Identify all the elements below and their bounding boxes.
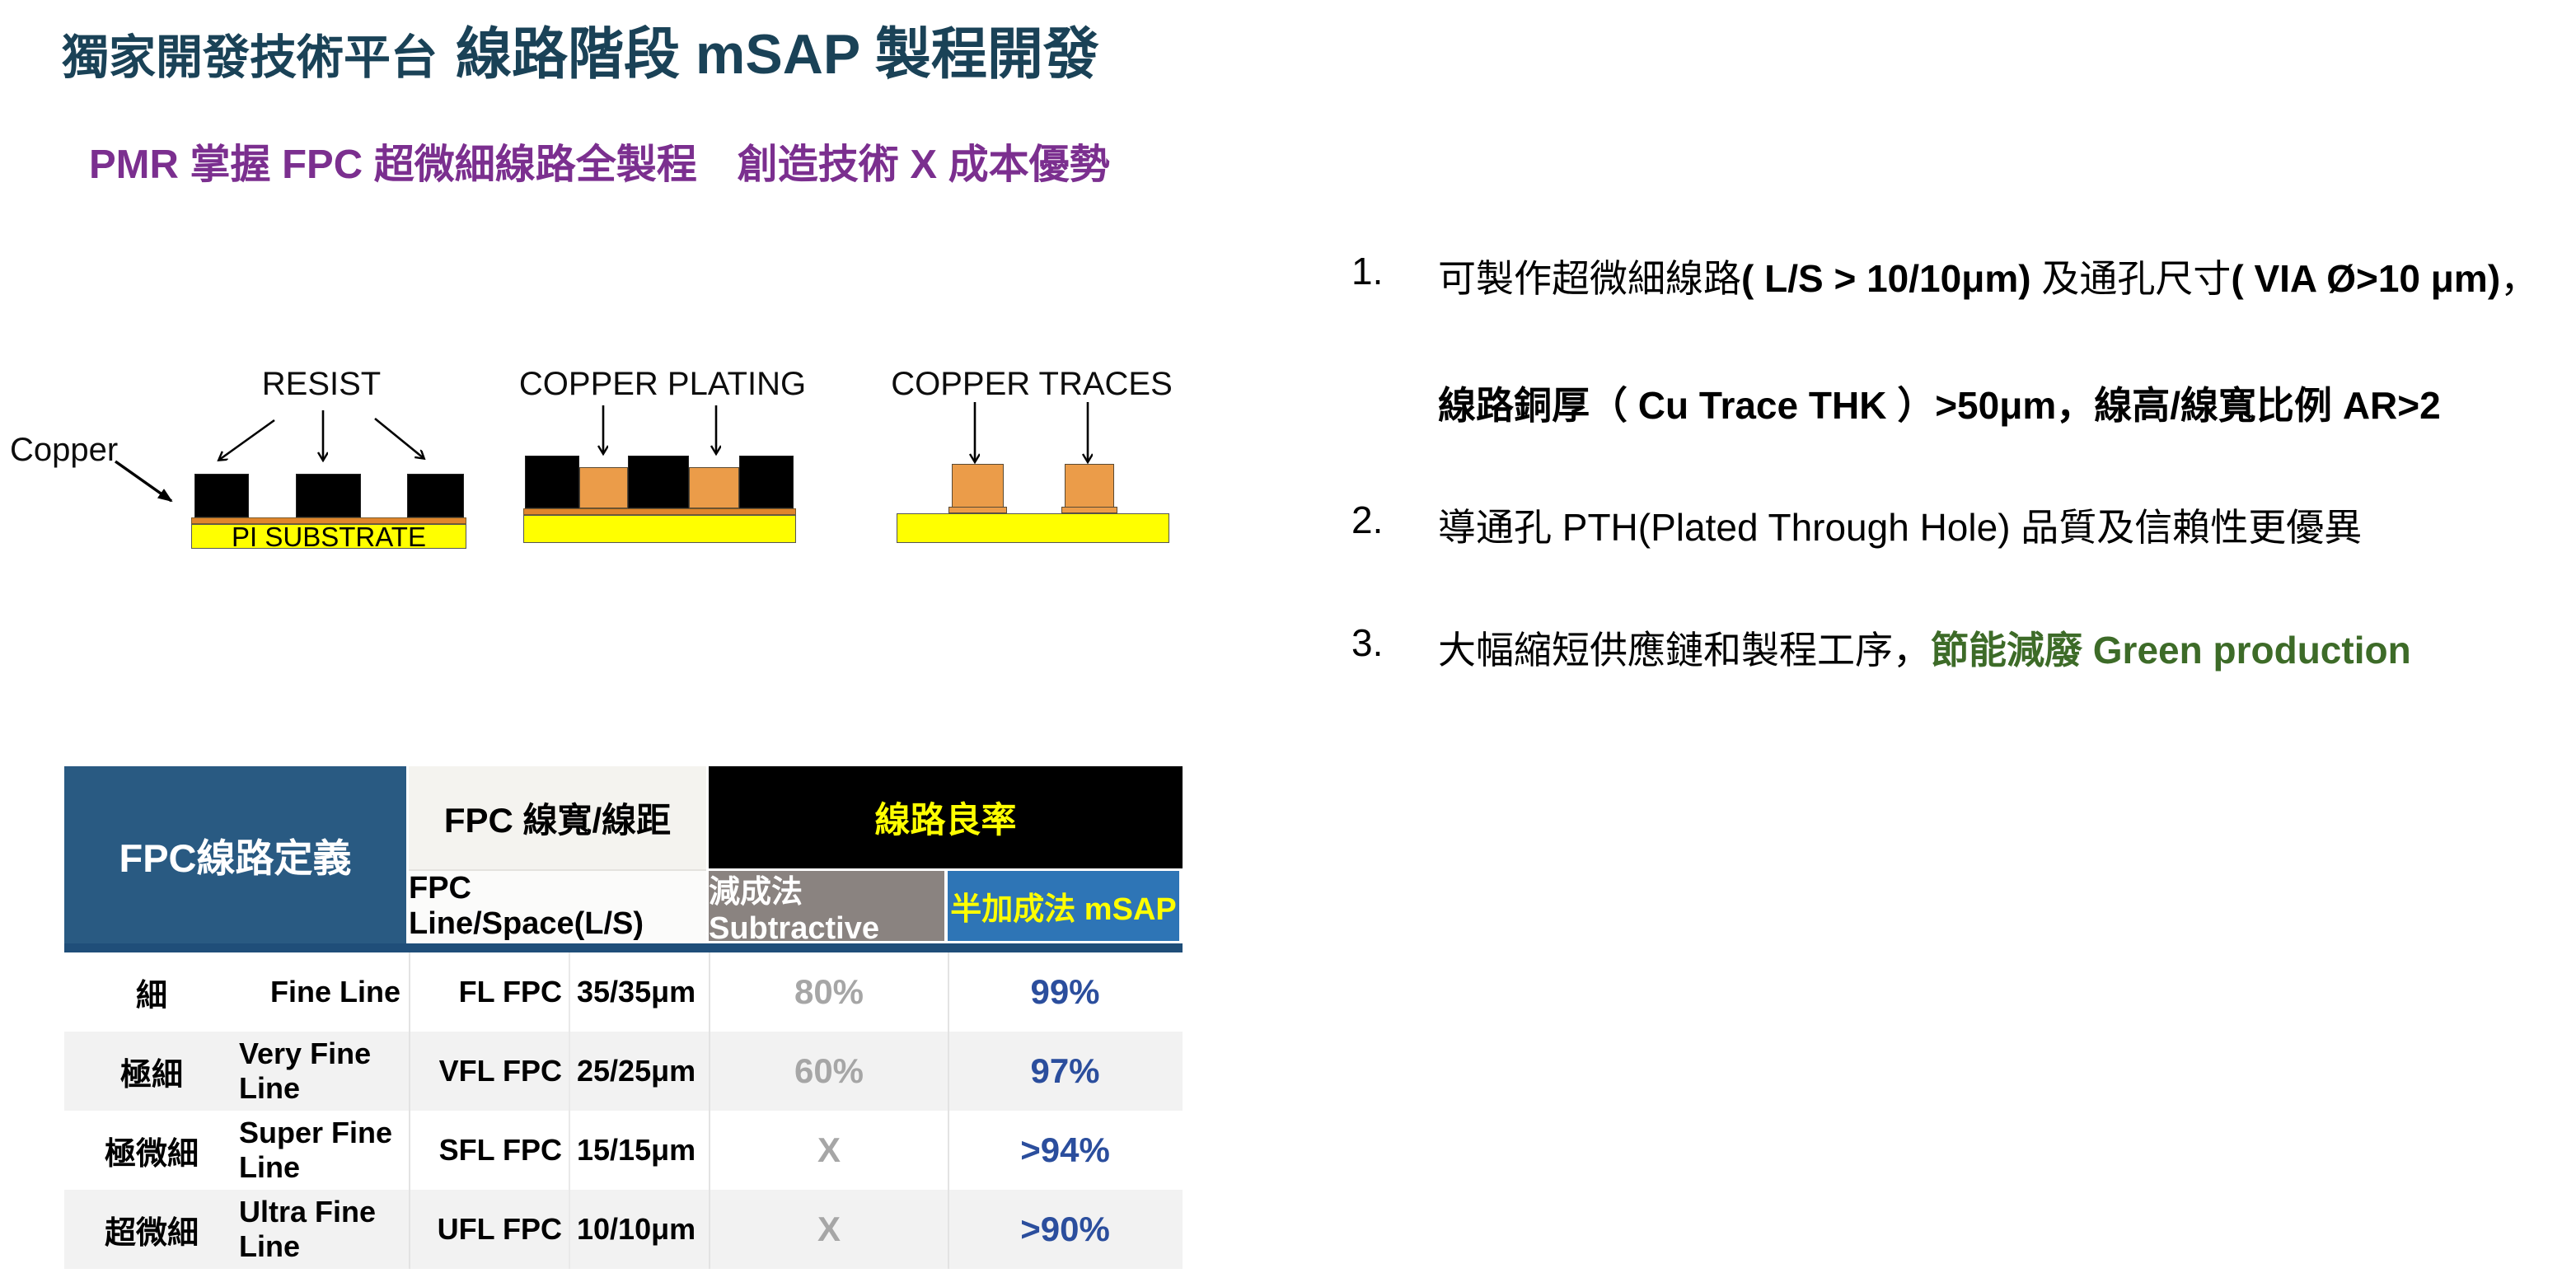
cell-line-type-zh: 極細 [119, 1057, 183, 1093]
cell-subtractive-yield: 60% [709, 1032, 948, 1111]
resist-arrow-left [219, 419, 275, 460]
cell-line-type-en: Very Fine Line [239, 1037, 372, 1105]
cell-line-type-en: Super Fine Line [239, 1116, 393, 1184]
cell-line-type-en: Ultra Fine Line [239, 1195, 377, 1263]
list-text: 大幅縮短供應鏈和製程工序， [1438, 629, 1931, 672]
list-text-bold: ( L/S > 10/10μm) [1741, 257, 2042, 300]
cell-line-type-en: Fine Line [269, 975, 400, 1009]
copper-trace [952, 464, 1004, 508]
cell-msap-yield: >90% [948, 1190, 1181, 1269]
cell-msap-yield: 97% [948, 1032, 1181, 1111]
copper-arrow [114, 460, 173, 503]
cell-fpc-code: VFL FPC [409, 1032, 569, 1111]
list-text: 可製作超微細線路 [1438, 257, 1741, 300]
list-text-bold: 線路銅厚（ Cu Trace THK ）>50μm，線高/線寬比例 AR>2 [1438, 384, 2441, 427]
cell-msap-yield: >94% [948, 1111, 1181, 1190]
copper-trace [1065, 464, 1114, 508]
resist-block [407, 474, 464, 517]
table-header: FPC線路定義 FPC 線寬/線距 FPC Line/Space(L/S) 線路… [64, 766, 1183, 946]
cell-line-type-zh: 極微細 [104, 1136, 199, 1172]
title-main: 線路階段 mSAP 製程開發 [456, 23, 1099, 86]
header-line-space-en: FPC Line/Space(L/S) [409, 871, 706, 942]
feature-list: 1. 可製作超微細線路( L/S > 10/10μm) 及通孔尺寸( VIA Ø… [1351, 222, 2576, 700]
title-prefix: 獨家開發技術平台 [62, 31, 438, 84]
copper-seed-layer [191, 517, 466, 524]
cell-subtractive-yield: X [709, 1190, 948, 1269]
header-line-space-zh: FPC 線寬/線距 [409, 766, 706, 871]
diagram-arrows [114, 402, 1203, 503]
table-row: 超微細 Ultra Fine Line UFL FPC 10/10μm X >9… [64, 1190, 1183, 1269]
resist-block [739, 456, 794, 508]
copper-plating-label: COPPER PLATING [518, 366, 807, 402]
resist-block [525, 456, 579, 508]
cell-line-space: 35/35μm [569, 952, 709, 1032]
list-item-1-line-1: 1. 可製作超微細線路( L/S > 10/10μm) 及通孔尺寸( VIA Ø… [1351, 249, 2538, 303]
cell-fpc-code: UFL FPC [409, 1190, 569, 1269]
cell-msap-yield: 99% [948, 952, 1181, 1032]
resist-block [194, 474, 249, 517]
cell-subtractive-yield: X [709, 1111, 948, 1190]
table-row: 極細 Very Fine Line VFL FPC 25/25μm 60% 97… [64, 1032, 1183, 1111]
list-number: 2. [1351, 498, 1384, 541]
list-item-2: 2. 導通孔 PTH(Plated Through Hole) 品質及信賴性更優… [1351, 498, 2362, 552]
table-body: 細 Fine Line FL FPC 35/35μm 80% 99% 極細 Ve… [64, 952, 1183, 1269]
header-line-space-column: FPC 線寬/線距 FPC Line/Space(L/S) [409, 766, 709, 943]
header-yield-column: 線路良率 減成法 Subtractive 半加成法 mSAP [709, 766, 1183, 946]
copper-label: Copper [10, 432, 119, 468]
list-text: 導通孔 PTH(Plated Through Hole) 品質及信賴性更優異 [1438, 506, 2363, 549]
plated-copper [689, 467, 739, 508]
cell-line-space: 10/10μm [569, 1190, 709, 1269]
header-yield-methods: 減成法 Subtractive 半加成法 mSAP [709, 871, 1183, 946]
header-msap: 半加成法 mSAP [948, 871, 1179, 941]
header-fpc-definition: FPC線路定義 [64, 766, 409, 943]
list-text-bold: ( VIA Ø>10 μm) [2231, 257, 2501, 300]
header-separator-bar [64, 943, 1183, 952]
header-yield-title: 線路良率 [709, 766, 1183, 871]
copper-trace-foot [948, 507, 1007, 513]
copper-seed-layer [523, 508, 796, 515]
cell-subtractive-yield: 80% [709, 952, 948, 1032]
pi-substrate-label: PI SUBSTRATE [232, 521, 426, 552]
cell-line-type-zh: 細 [135, 978, 167, 1013]
plated-copper [579, 467, 628, 508]
list-number: 3. [1351, 621, 1384, 664]
resist-label: RESIST [261, 366, 382, 402]
list-text: 及通孔尺寸 [2041, 257, 2232, 300]
cell-line-space: 25/25μm [569, 1032, 709, 1111]
subtitle: PMR 掌握 FPC 超微細線路全製程 創造技術 X 成本優勢 [89, 143, 1110, 187]
cell-line-space: 15/15μm [569, 1111, 709, 1190]
fpc-yield-table: FPC線路定義 FPC 線寬/線距 FPC Line/Space(L/S) 線路… [64, 766, 1183, 1269]
resist-block [296, 474, 361, 517]
cell-line-type-zh: 超微細 [104, 1215, 199, 1251]
cell-fpc-code: FL FPC [409, 952, 569, 1032]
pi-substrate [523, 515, 796, 543]
copper-traces-label: COPPER TRACES [891, 366, 1173, 402]
page-title: 獨家開發技術平台 線路階段 mSAP 製程開發 [62, 8, 1099, 90]
list-text-green: 節能減廢 Green production [1931, 629, 2411, 672]
cell-fpc-code: SFL FPC [409, 1111, 569, 1190]
copper-trace-foot [1061, 507, 1117, 513]
list-item-1-line-2: 線路銅厚（ Cu Trace THK ）>50μm，線高/線寬比例 AR>2 [1351, 376, 2441, 430]
pi-substrate [897, 513, 1169, 543]
list-item-3: 3. 大幅縮短供應鏈和製程工序，節能減廢 Green production [1351, 620, 2411, 675]
pi-substrate: PI SUBSTRATE [191, 521, 466, 552]
table-row: 細 Fine Line FL FPC 35/35μm 80% 99% [64, 952, 1183, 1032]
list-text: ， [2500, 257, 2539, 300]
resist-arrow-right [374, 417, 424, 458]
msap-process-diagram: Copper RESIST COPPER PLATING COPPER TRAC… [0, 354, 1203, 577]
table-row: 極微細 Super Fine Line SFL FPC 15/15μm X >9… [64, 1111, 1183, 1190]
list-number: 1. [1351, 250, 1384, 292]
header-subtractive: 減成法 Subtractive [709, 871, 948, 946]
resist-block [628, 456, 689, 508]
